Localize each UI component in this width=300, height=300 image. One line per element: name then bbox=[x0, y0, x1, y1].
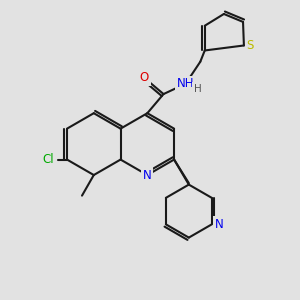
Text: NH: NH bbox=[177, 77, 194, 90]
Text: N: N bbox=[143, 169, 152, 182]
Text: H: H bbox=[194, 84, 202, 94]
Text: S: S bbox=[247, 39, 254, 52]
Text: Cl: Cl bbox=[42, 153, 54, 166]
Text: N: N bbox=[215, 218, 224, 231]
Text: O: O bbox=[140, 71, 149, 84]
